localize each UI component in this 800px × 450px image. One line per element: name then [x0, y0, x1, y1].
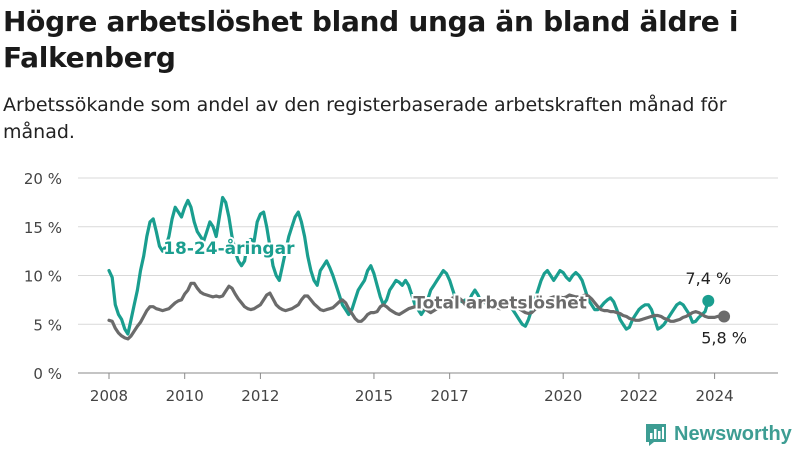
x-axis-ticks: 2008 2010 2012 2015 2017 2020 2022 2024: [90, 373, 734, 405]
series-end-label: 7,4 %: [685, 269, 731, 288]
x-tick-label: 2020: [544, 387, 582, 405]
y-tick-label: 0 %: [33, 365, 62, 383]
newsworthy-brand: Newsworthy: [644, 420, 792, 448]
y-tick-label: 10 %: [24, 268, 62, 286]
line-chart: 0 %5 %10 %15 %20 % 2008 2010 2012 2015 2017 2…: [24, 170, 778, 405]
annotation-layer: 7,4 % 5,8 % 18-24-åringar Total arbetslöshe…: [161, 235, 747, 347]
x-tick-label: 2012: [241, 387, 279, 405]
grid-layer: [78, 177, 778, 374]
series-end-label: 5,8 %: [701, 328, 747, 347]
series-annotation: 18-24-åringar: [163, 237, 295, 259]
series-end-dot: [718, 310, 731, 323]
brand-name: Newsworthy: [674, 422, 792, 445]
chart-subtitle: Arbetssökande som andel av den registerb…: [3, 94, 727, 143]
x-tick-label: 2010: [166, 387, 204, 405]
x-tick-label: 2015: [355, 387, 393, 405]
y-axis-ticks: 0 % 5 % 10 % 15 % 20 %: [24, 170, 62, 383]
chart-title: Högre arbetslöshet bland unga än bland ä…: [3, 5, 739, 74]
series-annotation: Total arbetslöshet: [413, 294, 587, 314]
series-line: [107, 281, 726, 341]
x-tick-label: 2022: [620, 387, 658, 405]
y-tick-label: 15 %: [24, 219, 62, 237]
series-layer: [107, 195, 731, 341]
y-tick-label: 20 %: [24, 170, 62, 188]
y-tick-label: 5 %: [33, 316, 62, 334]
x-tick-label: 2017: [431, 387, 469, 405]
x-tick-label: 2008: [90, 387, 128, 405]
x-tick-label: 2024: [696, 387, 734, 405]
series-end-dot: [702, 294, 715, 307]
series-line: [107, 195, 710, 336]
newsworthy-logo-icon: [646, 424, 666, 446]
